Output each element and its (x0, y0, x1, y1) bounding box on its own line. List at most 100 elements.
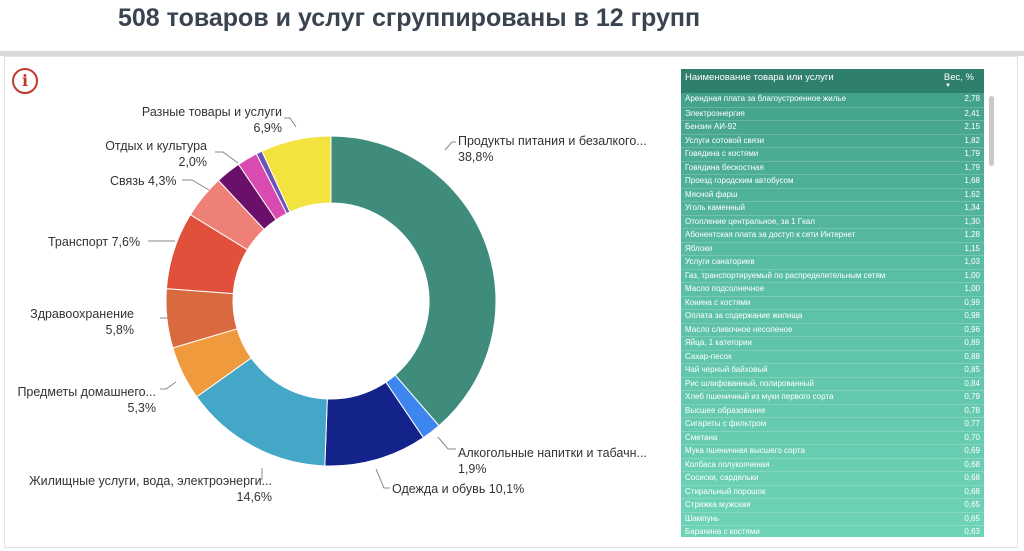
table-row[interactable]: Масло подсолнечное 1,00 (681, 282, 984, 296)
table-row[interactable]: Услуги санаториев 1,03 (681, 255, 984, 269)
row-item-weight: 0,89 (964, 338, 980, 347)
table-row[interactable]: Говядина с костями 1,79 (681, 147, 984, 161)
row-item-name: Говядина бескостная (685, 162, 764, 172)
sort-down-icon[interactable]: ▼ (945, 83, 951, 89)
table-row[interactable]: Стрижка мужская 0,65 (681, 498, 984, 512)
row-item-weight: 1,15 (964, 243, 980, 253)
column-header-weight[interactable]: Вес, % (943, 72, 974, 83)
row-item-name: Услуги санаториев (685, 257, 755, 266)
row-item-weight: 0,68 (964, 459, 980, 469)
table-row[interactable]: Сахар-песок 0,88 (681, 349, 984, 364)
row-item-name: Бензин АИ-92 (685, 122, 737, 131)
table-row[interactable]: Бензин АИ-92 2,15 (681, 120, 984, 134)
row-item-name: Высшее образование (685, 405, 766, 415)
leader-line-communication (182, 179, 210, 191)
table-row[interactable]: Сигареты с фильтром 0,77 (681, 417, 984, 431)
row-item-name: Чай черный байховый (685, 365, 768, 374)
row-item-weight: 1,82 (964, 135, 980, 145)
row-item-weight: 0,79 (964, 392, 980, 401)
weights-table: Наименование товара или услуги Вес, % ▼ … (681, 69, 984, 537)
row-item-name: Говядина с костями (685, 149, 759, 158)
donut-slice[interactable] (330, 135, 497, 427)
table-row[interactable]: Сосиски, сардельки 0,68 (681, 471, 984, 485)
table-row[interactable]: Мука пшеничная высшего сорта 0,69 (681, 444, 984, 458)
row-item-weight: 0,65 (964, 500, 980, 509)
row-item-weight: 0,98 (964, 311, 980, 320)
table-header: Наименование товара или услуги Вес, % ▼ (681, 69, 984, 93)
row-item-name: Электроэнергия (685, 108, 745, 118)
row-item-name: Яйца, 1 категории (685, 338, 752, 347)
row-item-weight: 1,68 (964, 176, 980, 185)
table-row[interactable]: Шампунь 0,65 (681, 511, 984, 526)
table-row[interactable]: Баранина с костями 0,63 (681, 525, 984, 537)
row-item-name: Масло подсолнечное (685, 284, 765, 293)
table-row[interactable]: Электроэнергия 2,41 (681, 106, 984, 121)
row-item-weight: 0,84 (964, 378, 980, 388)
table-row[interactable]: Масло сливочное несоленое 0,96 (681, 322, 984, 337)
row-item-name: Отопление центральное, за 1 Гкал (685, 216, 815, 226)
table-scrollbar[interactable] (989, 96, 994, 166)
table-row[interactable]: Яйца, 1 категории 0,89 (681, 336, 984, 350)
row-item-name: Мука пшеничная высшего сорта (685, 446, 805, 455)
row-item-name: Рис шлифованный, полированный (685, 378, 815, 388)
row-item-weight: 0,63 (964, 527, 980, 536)
table-row[interactable]: Оплата за содержание жилища 0,98 (681, 309, 984, 323)
table-row[interactable]: Чай черный байховый 0,85 (681, 363, 984, 377)
row-item-weight: 1,03 (964, 257, 980, 266)
info-icon[interactable]: i (12, 68, 38, 94)
row-item-name: Хлеб пшеничный из муки первого сорта (685, 392, 834, 401)
label-misc: Разные товары и услуги 6,9% (141, 105, 282, 135)
leader-line-food (444, 141, 456, 151)
row-item-weight: 1,79 (964, 162, 980, 172)
table-row[interactable]: Мясной фарш 1,62 (681, 187, 984, 202)
table-row[interactable]: Абонентская плата за доступ к сети Интер… (681, 228, 984, 242)
column-header-name[interactable]: Наименование товара или услуги (685, 72, 834, 83)
table-row[interactable]: Услуги сотовой связи 1,82 (681, 133, 984, 148)
table-row[interactable]: Рис шлифованный, полированный 0,84 (681, 376, 984, 391)
table-row[interactable]: Уголь каменный 1,34 (681, 201, 984, 215)
row-item-name: Сигареты с фильтром (685, 419, 767, 428)
donut-chart (148, 117, 497, 489)
leader-line-misc (284, 117, 297, 128)
table-row[interactable]: Колбаса полукопченая 0,68 (681, 457, 984, 472)
row-item-name: Яблоки (685, 243, 713, 253)
table-row[interactable]: Газ, транспортируемый по распределительн… (681, 268, 984, 283)
table-row[interactable]: Говядина бескостная 1,79 (681, 160, 984, 175)
row-item-name: Стрижка мужская (685, 500, 751, 509)
row-item-name: Сметана (685, 432, 718, 442)
table-row[interactable]: Сметана 0,70 (681, 430, 984, 445)
table-row[interactable]: Отопление центральное, за 1 Гкал 1,30 (681, 214, 984, 229)
row-item-weight: 0,65 (964, 513, 980, 523)
donut-slice[interactable] (261, 135, 332, 213)
table-row[interactable]: Яблоки 1,15 (681, 241, 984, 256)
row-item-name: Услуги сотовой связи (685, 135, 765, 145)
row-item-name: Абонентская плата за доступ к сети Интер… (685, 230, 856, 239)
label-food: Продукты питания и безалкого... 38,8% (458, 134, 647, 164)
row-item-name: Проезд городским автобусом (685, 176, 794, 185)
row-item-name: Колбаса полукопченая (685, 459, 770, 469)
row-item-name: Оплата за содержание жилища (685, 311, 803, 320)
table-row[interactable]: Арендная плата за благоустроенное жилье 2… (681, 93, 984, 107)
row-item-weight: 1,30 (964, 216, 980, 226)
label-recreation: Отдых и культура 2,0% (105, 139, 207, 169)
table-row[interactable]: Стиральный порошок 0,68 (681, 484, 984, 499)
leader-line-household (160, 381, 177, 390)
table-row[interactable]: Хлеб пшеничный из муки первого сорта 0,79 (681, 390, 984, 404)
row-item-weight: 2,41 (964, 108, 980, 118)
row-item-weight: 0,68 (964, 486, 980, 496)
label-household: Предметы домашнего... 5,3% (17, 385, 156, 415)
row-item-weight: 0,78 (964, 405, 980, 415)
header-divider (0, 51, 1024, 56)
row-item-weight: 1,00 (964, 270, 980, 280)
table-row[interactable]: Конина с костями 0,99 (681, 295, 984, 310)
row-item-name: Газ, транспортируемый по распределительн… (685, 270, 886, 280)
row-item-weight: 1,62 (964, 189, 980, 199)
label-health: Здравоохранение 5,8% (30, 307, 134, 337)
row-item-weight: 1,79 (964, 149, 980, 158)
row-item-weight: 0,69 (964, 446, 980, 455)
table-row[interactable]: Высшее образование 0,78 (681, 403, 984, 418)
row-item-name: Уголь каменный (685, 203, 745, 212)
row-item-weight: 2,15 (964, 122, 980, 131)
table-row[interactable]: Проезд городским автобусом 1,68 (681, 174, 984, 188)
leader-line-alcohol (437, 436, 456, 450)
